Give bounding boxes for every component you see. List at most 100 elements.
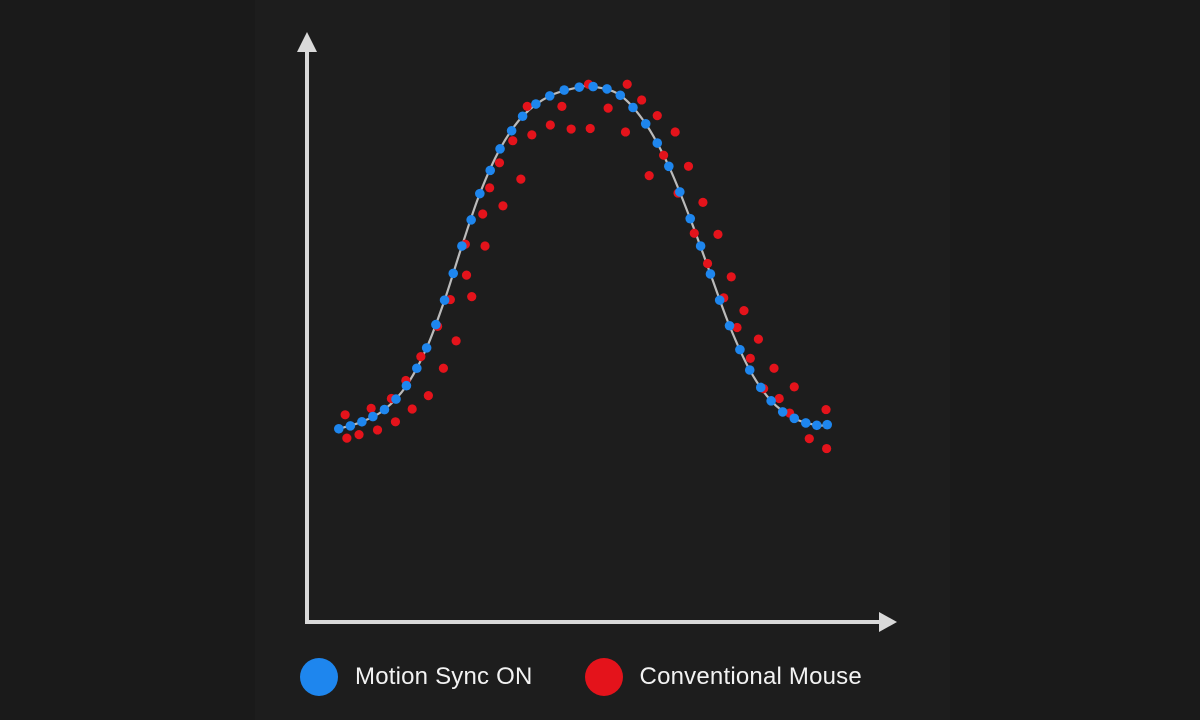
- center-background-panel: [255, 0, 950, 720]
- data-point-motion-sync-26: [628, 102, 638, 113]
- data-point-motion-sync-42: [801, 418, 811, 428]
- data-point-conventional-mouse-51: [753, 334, 764, 344]
- data-point-motion-sync-18: [517, 111, 528, 122]
- data-point-conventional-mouse-3: [366, 403, 376, 414]
- data-point-motion-sync-30: [675, 187, 685, 197]
- data-point-conventional-mouse-39: [670, 127, 680, 137]
- data-point-conventional-mouse-21: [494, 158, 505, 168]
- data-point-conventional-mouse-27: [545, 120, 555, 130]
- legend-item-conventional-mouse: Conventional Mouse: [584, 658, 862, 696]
- legend-swatch-motion-sync: [300, 658, 338, 696]
- data-point-motion-sync-15: [485, 165, 496, 176]
- left-background-panel: [0, 0, 255, 720]
- data-point-conventional-mouse-38: [659, 150, 669, 160]
- data-point-motion-sync-31: [685, 213, 696, 224]
- data-point-motion-sync-38: [755, 382, 766, 393]
- data-point-conventional-mouse-56: [789, 382, 799, 392]
- chart-legend: Motion Sync ON Conventional Mouse: [300, 655, 914, 699]
- series-motion-sync-on: [333, 81, 832, 434]
- fit-curve: [337, 84, 829, 430]
- x-axis-arrow-icon: [879, 612, 897, 632]
- data-point-conventional-mouse-48: [732, 322, 742, 333]
- data-point-motion-sync-10: [439, 295, 450, 305]
- data-point-conventional-mouse-23: [508, 136, 518, 146]
- data-point-motion-sync-40: [777, 407, 788, 417]
- data-point-motion-sync-6: [401, 380, 412, 391]
- series-conventional-mouse: [340, 79, 832, 454]
- legend-label-motion-sync: Motion Sync ON: [355, 663, 533, 690]
- data-point-motion-sync-1: [345, 421, 356, 431]
- data-point-conventional-mouse-47: [726, 272, 736, 282]
- data-point-conventional-mouse-18: [478, 209, 488, 219]
- data-point-conventional-mouse-12: [438, 363, 449, 373]
- right-background-panel: [950, 0, 1200, 720]
- data-point-motion-sync-21: [559, 85, 570, 95]
- data-point-conventional-mouse-32: [603, 103, 613, 113]
- data-point-conventional-mouse-6: [390, 417, 401, 427]
- data-point-conventional-mouse-4: [372, 425, 383, 435]
- data-point-conventional-mouse-37: [652, 111, 662, 121]
- data-point-conventional-mouse-8: [407, 404, 417, 414]
- data-point-motion-sync-19: [531, 99, 541, 109]
- y-axis-arrow-icon: [297, 32, 317, 52]
- data-point-motion-sync-11: [448, 268, 459, 279]
- data-point-motion-sync-17: [506, 125, 517, 136]
- data-point-conventional-mouse-54: [774, 393, 784, 404]
- data-point-conventional-mouse-36: [644, 171, 654, 181]
- data-point-conventional-mouse-26: [527, 130, 537, 140]
- data-point-conventional-mouse-35: [637, 95, 647, 105]
- data-point-motion-sync-7: [412, 363, 422, 374]
- data-point-conventional-mouse-17: [467, 292, 477, 302]
- data-point-conventional-mouse-31: [585, 123, 595, 134]
- data-point-conventional-mouse-50: [745, 353, 755, 363]
- data-point-conventional-mouse-34: [620, 127, 631, 137]
- data-point-conventional-mouse-2: [354, 429, 364, 440]
- chart-axes: [297, 32, 897, 632]
- data-point-conventional-mouse-45: [713, 229, 723, 239]
- data-point-motion-sync-24: [602, 84, 612, 94]
- data-point-motion-sync-14: [475, 188, 485, 199]
- data-point-motion-sync-35: [724, 320, 735, 331]
- data-point-motion-sync-27: [640, 119, 651, 129]
- data-point-conventional-mouse-29: [566, 124, 576, 134]
- data-point-conventional-mouse-14: [451, 336, 461, 346]
- fit-curve-line: [337, 84, 829, 430]
- data-point-conventional-mouse-10: [423, 391, 433, 401]
- data-point-conventional-mouse-33: [622, 79, 632, 89]
- data-point-conventional-mouse-1: [342, 433, 352, 443]
- data-point-motion-sync-36: [735, 344, 745, 355]
- data-point-motion-sync-33: [705, 269, 716, 279]
- data-point-conventional-mouse-53: [769, 363, 779, 373]
- data-point-conventional-mouse-59: [822, 443, 832, 454]
- legend-item-motion-sync: Motion Sync ON: [300, 658, 533, 696]
- data-point-conventional-mouse-57: [804, 434, 814, 444]
- data-point-conventional-mouse-58: [821, 404, 831, 415]
- data-point-motion-sync-16: [495, 144, 505, 154]
- data-point-conventional-mouse-16: [461, 270, 472, 280]
- data-point-conventional-mouse-28: [557, 101, 567, 111]
- data-point-motion-sync-34: [714, 295, 725, 305]
- data-point-motion-sync-4: [379, 404, 390, 415]
- data-point-conventional-mouse-0: [340, 410, 350, 420]
- data-point-motion-sync-25: [615, 90, 626, 101]
- data-point-conventional-mouse-24: [516, 174, 526, 184]
- data-point-motion-sync-28: [652, 138, 663, 148]
- data-point-motion-sync-9: [431, 319, 441, 330]
- data-point-conventional-mouse-19: [480, 241, 490, 251]
- data-point-conventional-mouse-41: [683, 161, 694, 171]
- data-point-motion-sync-23: [588, 81, 598, 92]
- data-point-conventional-mouse-49: [739, 306, 749, 316]
- data-point-conventional-mouse-9: [416, 352, 426, 362]
- data-point-motion-sync-2: [357, 416, 367, 427]
- data-point-motion-sync-12: [457, 241, 467, 251]
- data-point-conventional-mouse-20: [485, 183, 495, 193]
- data-point-conventional-mouse-22: [498, 201, 508, 211]
- data-point-motion-sync-29: [664, 161, 674, 172]
- data-point-motion-sync-13: [466, 215, 476, 225]
- data-point-motion-sync-39: [766, 396, 776, 406]
- data-point-motion-sync-20: [544, 91, 555, 101]
- data-point-motion-sync-32: [695, 241, 706, 251]
- data-point-conventional-mouse-44: [702, 258, 713, 269]
- data-point-conventional-mouse-42: [689, 228, 699, 238]
